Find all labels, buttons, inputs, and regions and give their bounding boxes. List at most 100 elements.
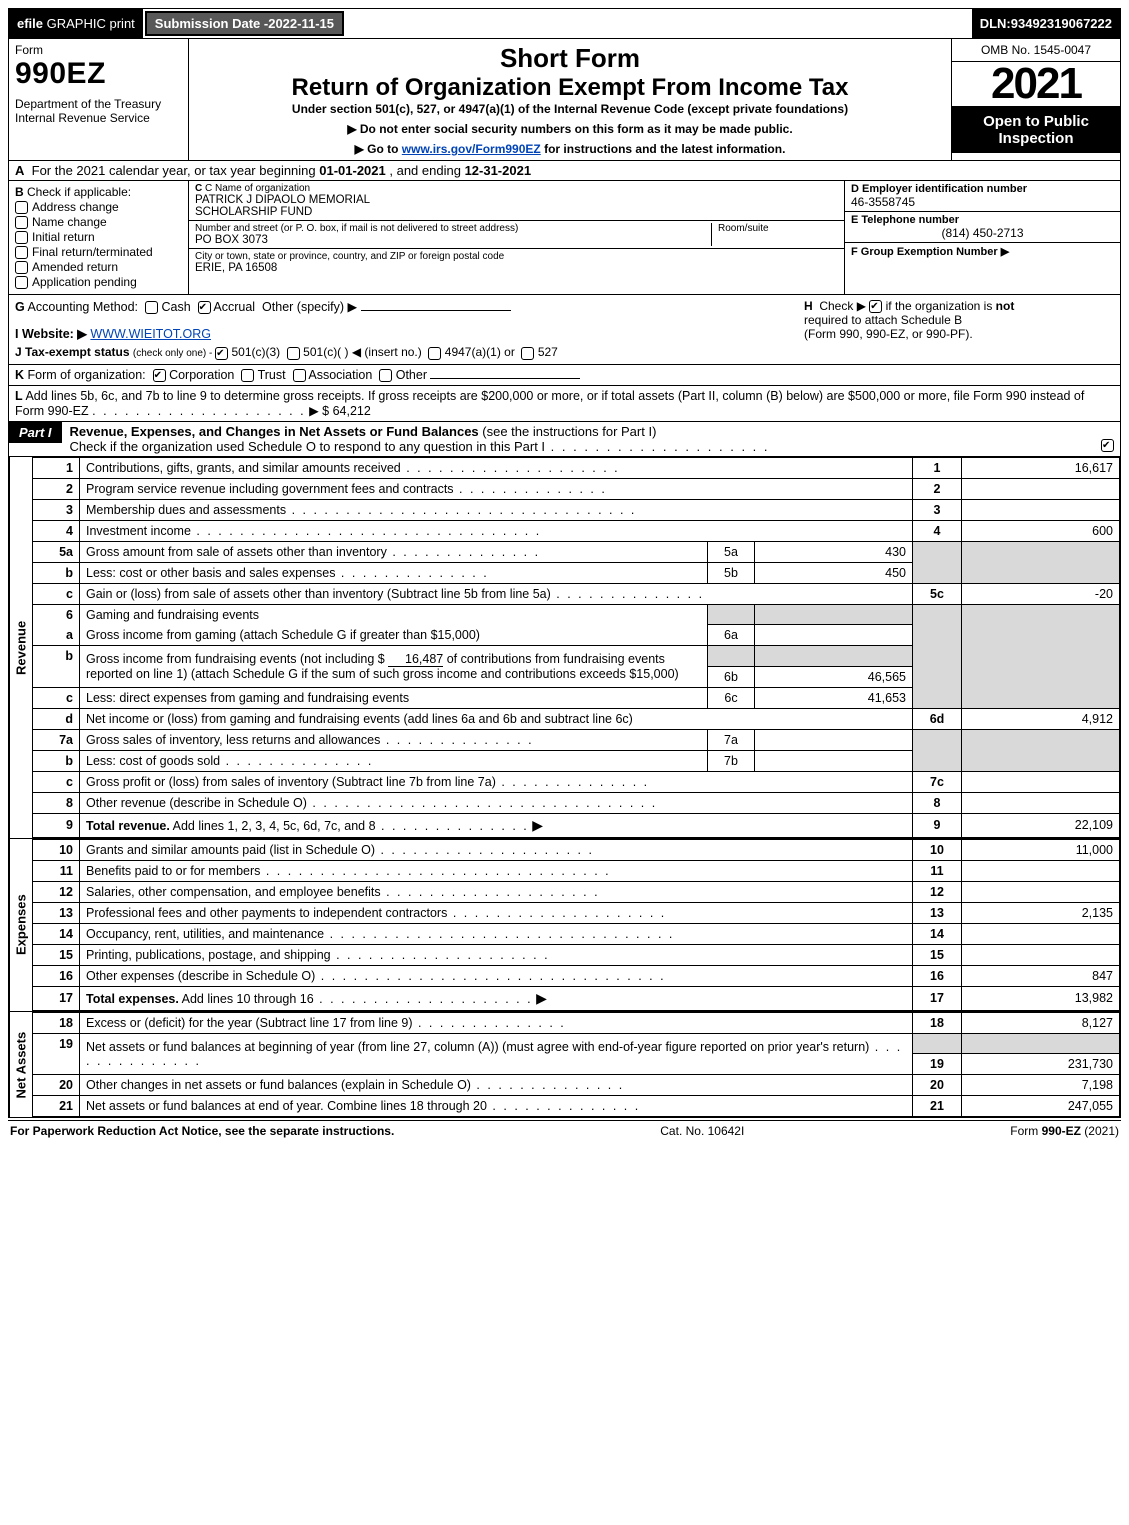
footer-mid: Cat. No. 10642I	[660, 1124, 744, 1138]
line-2: 2 Program service revenue including gove…	[33, 478, 1120, 499]
subdate-label: Submission Date -	[155, 16, 268, 31]
submission-date-box: Submission Date - 2022-11-15	[145, 11, 344, 36]
line-1: 1 Contributions, gifts, grants, and simi…	[33, 457, 1120, 478]
ssn-warning: ▶ Do not enter social security numbers o…	[195, 122, 945, 136]
sidebar-expenses: Expenses	[9, 839, 32, 1011]
street-value: PO BOX 3073	[195, 234, 711, 246]
line-6: 6 Gaming and fundraising events	[33, 604, 1120, 625]
chk-amended-return[interactable]: Amended return	[15, 260, 182, 274]
website-link[interactable]: WWW.WIEITOT.ORG	[90, 327, 211, 341]
box-c: C C Name of organization PATRICK J DIPAO…	[189, 181, 844, 294]
netassets-section: Net Assets 18 Excess or (deficit) for th…	[8, 1012, 1121, 1119]
line-10: 10 Grants and similar amounts paid (list…	[33, 839, 1120, 860]
goto-pre: ▶ Go to	[355, 142, 402, 156]
org-name-1: PATRICK J DIPAOLO MEMORIAL	[195, 194, 838, 206]
line-13: 13 Professional fees and other payments …	[33, 902, 1120, 923]
header-left: Form 990EZ Department of the Treasury In…	[9, 39, 189, 160]
print-link[interactable]: print	[110, 16, 135, 31]
form-word: Form	[15, 43, 182, 57]
netassets-table: 18 Excess or (deficit) for the year (Sub…	[32, 1012, 1120, 1118]
dln-value: 93492319067222	[1011, 16, 1112, 31]
tax-end: 12-31-2021	[465, 163, 532, 178]
tel-cell: E Telephone number (814) 450-2713	[845, 212, 1120, 243]
line-17: 17 Total expenses. Add lines 10 through …	[33, 986, 1120, 1010]
chk-cash[interactable]	[145, 301, 158, 314]
tax-begin: 01-01-2021	[319, 163, 386, 178]
part-i-check	[1095, 422, 1120, 454]
sidebar-netassets: Net Assets	[9, 1012, 32, 1118]
line-18: 18 Excess or (deficit) for the year (Sub…	[33, 1012, 1120, 1033]
street-label: Number and street (or P. O. box, if mail…	[195, 223, 711, 234]
chk-501c3[interactable]	[215, 347, 228, 360]
footer-left: For Paperwork Reduction Act Notice, see …	[10, 1124, 394, 1138]
efile-label[interactable]: efile GRAPHIC print	[9, 9, 143, 38]
street-row: Number and street (or P. O. box, if mail…	[189, 221, 844, 249]
subdate-value: 2022-11-15	[268, 16, 334, 31]
dept-treasury: Department of the Treasury	[15, 97, 182, 111]
chk-address-change[interactable]: Address change	[15, 200, 182, 214]
city-row: City or town, state or province, country…	[189, 249, 844, 294]
line-14: 14 Occupancy, rent, utilities, and maint…	[33, 923, 1120, 944]
line-4: 4 Investment income 4 600	[33, 520, 1120, 541]
grp-label: F Group Exemption Number ▶	[851, 245, 1114, 258]
form-header: Form 990EZ Department of the Treasury In…	[8, 39, 1121, 161]
chk-501c[interactable]	[287, 347, 300, 360]
chk-corp[interactable]	[153, 369, 166, 382]
line-k: K Form of organization: Corporation Trus…	[8, 365, 1121, 386]
line-7a: 7a Gross sales of inventory, less return…	[33, 729, 1120, 750]
room-suite: Room/suite	[711, 223, 838, 246]
chk-initial-return[interactable]: Initial return	[15, 230, 182, 244]
line-12: 12 Salaries, other compensation, and emp…	[33, 881, 1120, 902]
footer-right: Form 990-EZ (2021)	[1010, 1124, 1119, 1138]
city-label: City or town, state or province, country…	[195, 251, 504, 262]
part-i-title: Revenue, Expenses, and Changes in Net As…	[62, 422, 1095, 456]
under-section: Under section 501(c), 527, or 4947(a)(1)…	[195, 102, 945, 116]
sidebar-revenue: Revenue	[9, 457, 32, 838]
dln-box: DLN: 93492319067222	[972, 9, 1120, 38]
chk-name-change[interactable]: Name change	[15, 215, 182, 229]
line-8: 8 Other revenue (describe in Schedule O)…	[33, 792, 1120, 813]
chk-application-pending[interactable]: Application pending	[15, 275, 182, 289]
chk-accrual[interactable]	[198, 301, 211, 314]
chk-other-org[interactable]	[379, 369, 392, 382]
tel-label: E Telephone number	[851, 214, 1114, 226]
line-6a: a Gross income from gaming (attach Sched…	[33, 625, 1120, 646]
box-bcd: B Check if applicable: Address change Na…	[8, 181, 1121, 295]
line-g: G Accounting Method: Cash Accrual Other …	[15, 299, 804, 314]
tel-value: (814) 450-2713	[851, 226, 1114, 240]
efile-text: efile	[17, 16, 43, 31]
chk-final-return[interactable]: Final return/terminated	[15, 245, 182, 259]
line-5b: b Less: cost or other basis and sales ex…	[33, 562, 1120, 583]
chk-4947[interactable]	[428, 347, 441, 360]
graphic-text: GRAPHIC	[47, 16, 106, 31]
page-footer: For Paperwork Reduction Act Notice, see …	[8, 1120, 1121, 1141]
dln-label: DLN:	[980, 16, 1011, 31]
chk-assoc[interactable]	[293, 369, 306, 382]
irs-label: Internal Revenue Service	[15, 111, 182, 125]
line-6d: d Net income or (loss) from gaming and f…	[33, 708, 1120, 729]
section-a-pre: For the 2021 calendar year, or tax year …	[32, 163, 320, 178]
line-7b: b Less: cost of goods sold 7b	[33, 750, 1120, 771]
chk-trust[interactable]	[241, 369, 254, 382]
chk-527[interactable]	[521, 347, 534, 360]
line-3: 3 Membership dues and assessments 3	[33, 499, 1120, 520]
line-11: 11 Benefits paid to or for members 11	[33, 860, 1120, 881]
line-l: L Add lines 5b, 6c, and 7b to line 9 to …	[8, 386, 1121, 422]
return-title: Return of Organization Exempt From Incom…	[195, 74, 945, 102]
org-name-2: SCHOLARSHIP FUND	[195, 206, 838, 218]
section-a: A For the 2021 calendar year, or tax yea…	[8, 161, 1121, 181]
expenses-table: 10 Grants and similar amounts paid (list…	[32, 839, 1120, 1011]
line-6c: c Less: direct expenses from gaming and …	[33, 687, 1120, 708]
line-20: 20 Other changes in net assets or fund b…	[33, 1075, 1120, 1096]
chk-part-i-scho[interactable]	[1101, 439, 1114, 452]
line-15: 15 Printing, publications, postage, and …	[33, 944, 1120, 965]
org-name-label: C Name of organization	[205, 183, 310, 194]
chk-h[interactable]	[869, 300, 882, 313]
expenses-section: Expenses 10 Grants and similar amounts p…	[8, 839, 1121, 1012]
grp-cell: F Group Exemption Number ▶	[845, 243, 1120, 294]
line-19-top: 19 Net assets or fund balances at beginn…	[33, 1033, 1120, 1054]
box-b: B Check if applicable: Address change Na…	[9, 181, 189, 294]
goto-line: ▶ Go to www.irs.gov/Form990EZ for instru…	[195, 142, 945, 156]
g-label: Accounting Method:	[28, 300, 139, 314]
irs-link[interactable]: www.irs.gov/Form990EZ	[402, 142, 541, 156]
